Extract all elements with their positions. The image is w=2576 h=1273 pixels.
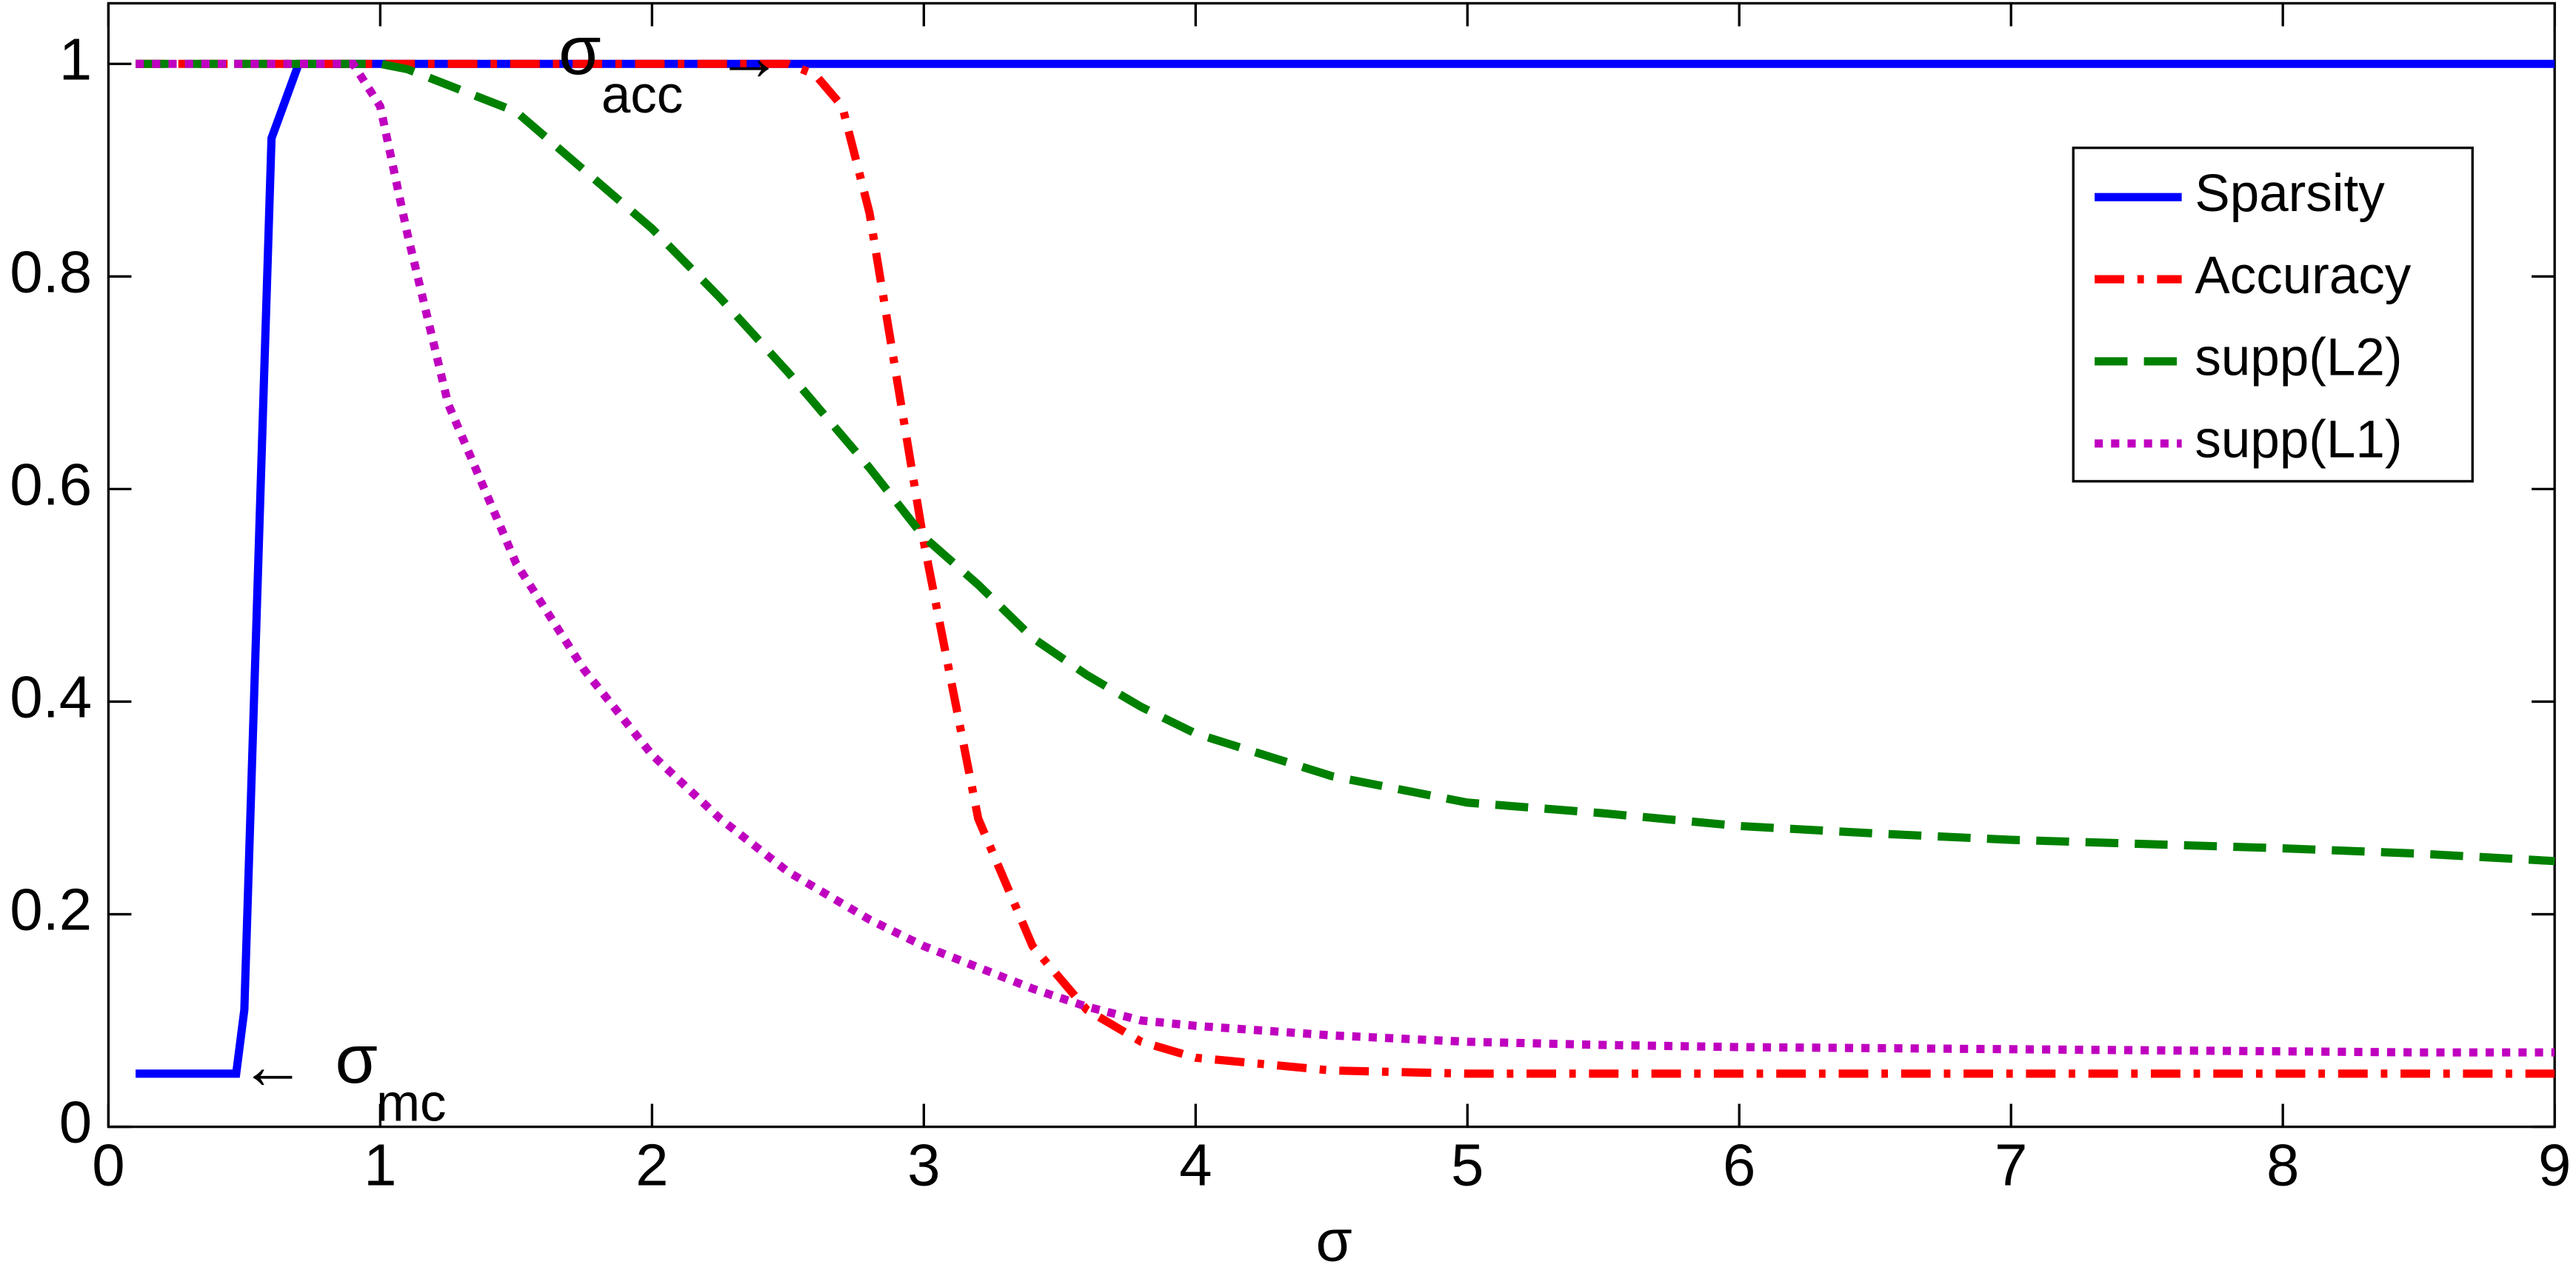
annotation-sub: acc <box>601 66 683 124</box>
y-tick-label: 0 <box>59 1089 92 1155</box>
y-tick-label: 0.8 <box>10 238 92 304</box>
y-tick-label: 0.6 <box>10 451 92 517</box>
x-tick-label: 5 <box>1451 1132 1484 1197</box>
y-tick-label: 0.2 <box>10 877 92 943</box>
legend-box <box>2072 146 2474 483</box>
x-tick-label: 2 <box>635 1132 668 1197</box>
x-tick-label: 7 <box>1995 1132 2027 1197</box>
annotation-arrow: → <box>716 21 782 94</box>
legend-label: supp(L1) <box>2195 411 2402 470</box>
annotation-sub: mc <box>376 1075 447 1133</box>
plot-frame <box>107 1 2556 1129</box>
x-tick-label: 0 <box>92 1132 124 1197</box>
data-line <box>136 59 2555 1078</box>
legend-label: Accuracy <box>2195 247 2411 305</box>
x-tick-label: 4 <box>1179 1132 1212 1197</box>
legend-label: Sparsity <box>2195 164 2385 223</box>
data-line <box>136 59 2555 866</box>
y-tick-label: 0.4 <box>10 664 92 730</box>
x-tick-label: 9 <box>2538 1132 2571 1197</box>
y-tick-label: 1 <box>59 26 92 92</box>
annotation-arrow: ← <box>240 1029 306 1103</box>
x-axis-label: σ <box>1315 1207 1352 1273</box>
x-tick-label: 1 <box>364 1132 396 1197</box>
legend-label: supp(L2) <box>2195 329 2402 387</box>
annotation-symbol: σ <box>558 12 601 89</box>
x-tick-label: 8 <box>2266 1132 2299 1197</box>
x-tick-label: 3 <box>907 1132 940 1197</box>
data-line <box>136 59 2555 1057</box>
annotation-symbol: σ <box>335 1020 378 1097</box>
x-tick-label: 6 <box>1723 1132 1755 1197</box>
